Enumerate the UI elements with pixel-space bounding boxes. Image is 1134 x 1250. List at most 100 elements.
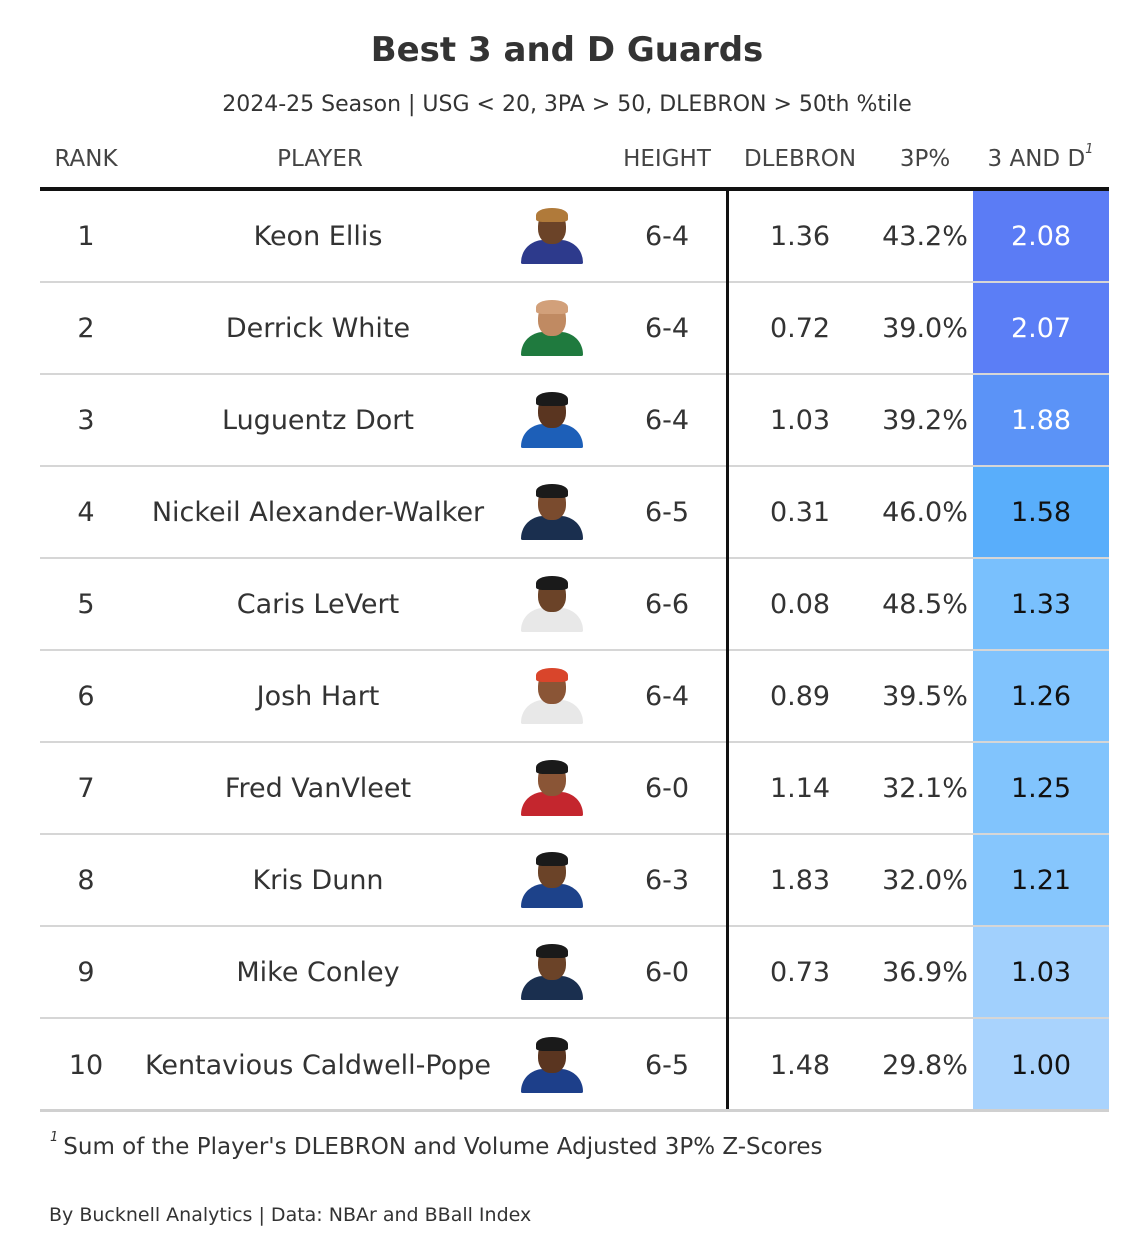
three-point-pct-cell: 36.9% (882, 956, 968, 988)
column-header-height: HEIGHT (623, 146, 711, 172)
height-cell: 6-0 (644, 772, 690, 804)
rank-cell: 1 (77, 220, 95, 252)
player-headshot-icon (519, 208, 585, 264)
column-header-3-and-d-label: 3 AND D (987, 146, 1086, 172)
height-cell: 6-4 (644, 312, 690, 344)
dlebron-cell: 0.72 (769, 312, 831, 344)
dlebron-cell: 0.08 (769, 588, 831, 620)
rank-cell: 9 (77, 956, 95, 988)
rank-cell: 2 (77, 312, 95, 344)
rank-cell: 7 (77, 772, 95, 804)
three-point-pct-cell: 43.2% (882, 220, 968, 252)
player-photo (512, 375, 592, 465)
three-and-d-score-cell: 1.03 (973, 927, 1109, 1017)
dlebron-cell: 1.03 (769, 404, 831, 436)
player-headshot-icon (519, 484, 585, 540)
height-cell: 6-4 (644, 220, 690, 252)
three-point-pct-cell: 46.0% (882, 496, 968, 528)
rank-cell: 6 (77, 680, 95, 712)
player-headshot-icon (519, 852, 585, 908)
player-name-cell: Kentavious Caldwell-Pope (144, 1049, 492, 1081)
height-cell: 6-4 (644, 404, 690, 436)
player-name-cell: Derrick White (225, 312, 411, 344)
player-photo (512, 1019, 592, 1111)
table-row: 9 Mike Conley 6-0 0.73 36.9% 1.03 (40, 927, 1109, 1019)
player-photo (512, 191, 592, 281)
footnote-number: 1 (50, 1130, 59, 1146)
rank-cell: 8 (77, 864, 95, 896)
player-headshot-icon (519, 576, 585, 632)
column-divider (726, 190, 729, 1112)
dlebron-cell: 0.31 (769, 496, 831, 528)
table-body: 1 Keon Ellis 6-4 1.36 43.2% 2.08 2 Derrick Whit… (40, 191, 1109, 1111)
three-and-d-score-cell: 2.07 (973, 283, 1109, 373)
table-row: 7 Fred VanVleet 6-0 1.14 32.1% 1.25 (40, 743, 1109, 835)
three-point-pct-cell: 48.5% (882, 588, 968, 620)
player-photo (512, 651, 592, 741)
player-photo (512, 467, 592, 557)
three-and-d-score-cell: 1.00 (973, 1019, 1109, 1111)
player-name-cell: Mike Conley (236, 956, 400, 988)
player-headshot-icon (519, 1037, 585, 1093)
player-photo (512, 835, 592, 925)
table-row: 5 Caris LeVert 6-6 0.08 48.5% 1.33 (40, 559, 1109, 651)
chart-subtitle: 2024-25 Season | USG < 20, 3PA > 50, DLE… (222, 92, 912, 117)
height-cell: 6-4 (644, 680, 690, 712)
height-cell: 6-3 (644, 864, 690, 896)
three-and-d-score-cell: 2.08 (973, 191, 1109, 281)
table-row: 3 Luguentz Dort 6-4 1.03 39.2% 1.88 (40, 375, 1109, 467)
three-and-d-score-cell: 1.25 (973, 743, 1109, 833)
player-name-cell: Keon Ellis (253, 220, 383, 252)
dlebron-cell: 1.36 (769, 220, 831, 252)
three-and-d-score-cell: 1.88 (973, 375, 1109, 465)
height-cell: 6-6 (644, 588, 690, 620)
rank-cell: 5 (77, 588, 95, 620)
player-photo (512, 283, 592, 373)
table-row: 1 Keon Ellis 6-4 1.36 43.2% 2.08 (40, 191, 1109, 283)
player-headshot-icon (519, 300, 585, 356)
player-photo (512, 559, 592, 649)
player-name-cell: Fred VanVleet (224, 772, 412, 804)
three-point-pct-cell: 32.1% (882, 772, 968, 804)
dlebron-cell: 0.89 (769, 680, 831, 712)
three-point-pct-cell: 39.2% (882, 404, 968, 436)
table-bottom-rule (40, 1109, 1109, 1112)
height-cell: 6-5 (644, 496, 690, 528)
dlebron-cell: 0.73 (769, 956, 831, 988)
chart-title: Best 3 and D Guards (370, 30, 764, 70)
player-name-cell: Josh Hart (256, 680, 380, 712)
footnote-text: Sum of the Player's DLEBRON and Volume A… (63, 1134, 823, 1160)
player-headshot-icon (519, 944, 585, 1000)
three-point-pct-cell: 39.5% (882, 680, 968, 712)
dlebron-cell: 1.48 (769, 1049, 831, 1081)
rank-cell: 4 (77, 496, 95, 528)
three-and-d-score-cell: 1.33 (973, 559, 1109, 649)
three-and-d-score-cell: 1.26 (973, 651, 1109, 741)
player-name-cell: Nickeil Alexander-Walker (151, 496, 485, 528)
rank-cell: 10 (68, 1049, 104, 1081)
player-headshot-icon (519, 760, 585, 816)
three-point-pct-cell: 32.0% (882, 864, 968, 896)
dlebron-cell: 1.83 (769, 864, 831, 896)
player-name-cell: Caris LeVert (236, 588, 400, 620)
table-row: 6 Josh Hart 6-4 0.89 39.5% 1.26 (40, 651, 1109, 743)
credit-line: By Bucknell Analytics | Data: NBAr and B… (49, 1204, 532, 1226)
column-header-dlebron: DLEBRON (743, 146, 857, 172)
height-cell: 6-5 (644, 1049, 690, 1081)
dlebron-cell: 1.14 (769, 772, 831, 804)
table-row: 2 Derrick White 6-4 0.72 39.0% 2.07 (40, 283, 1109, 375)
header-rule (40, 187, 1109, 191)
column-header-3p: 3P% (899, 146, 951, 172)
column-header-player: PLAYER (277, 146, 363, 172)
footnote: 1 Sum of the Player's DLEBRON and Volume … (50, 1130, 823, 1160)
table-row: 4 Nickeil Alexander-Walker 6-5 0.31 46.0% 1.5… (40, 467, 1109, 559)
table-row: 8 Kris Dunn 6-3 1.83 32.0% 1.21 (40, 835, 1109, 927)
column-header-3-and-d: 3 AND D1 (972, 142, 1109, 172)
three-and-d-score-cell: 1.21 (973, 835, 1109, 925)
three-point-pct-cell: 29.8% (882, 1049, 968, 1081)
player-headshot-icon (519, 392, 585, 448)
table-header: RANK PLAYER HEIGHT DLEBRON 3P% 3 AND D1 (40, 140, 1109, 188)
height-cell: 6-0 (644, 956, 690, 988)
table-row: 10 Kentavious Caldwell-Pope 6-5 1.48 29.8% 1.… (40, 1019, 1109, 1111)
player-headshot-icon (519, 668, 585, 724)
